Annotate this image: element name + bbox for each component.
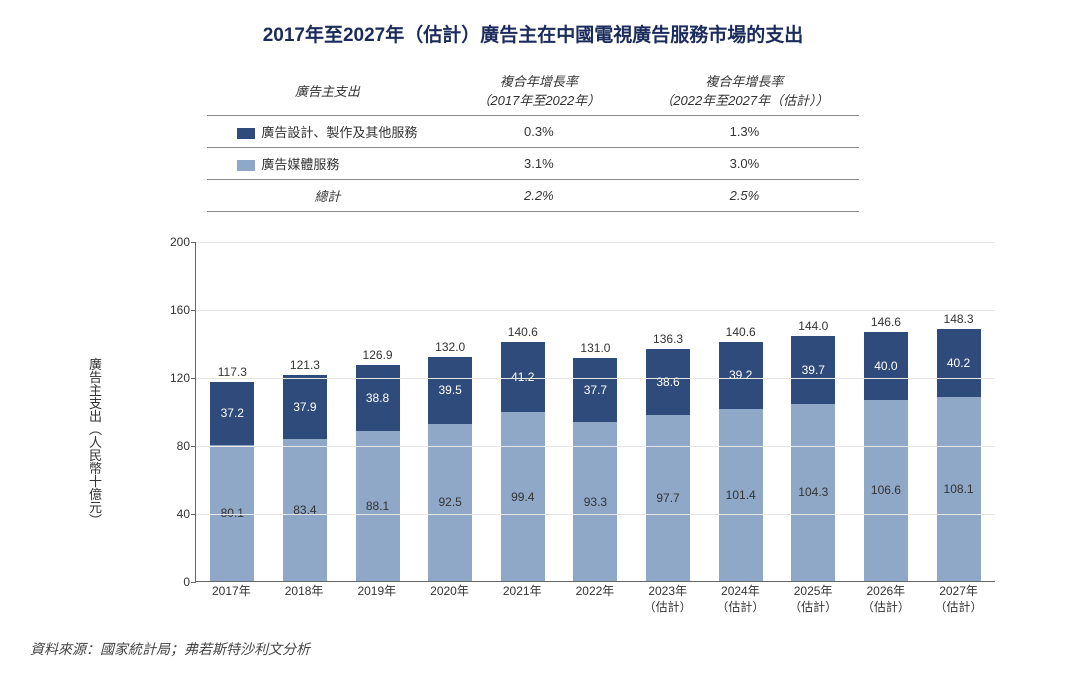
- table-row: 廣告媒體服務3.1%3.0%: [207, 148, 858, 180]
- bar-segment-top: 40.0: [864, 332, 908, 400]
- bar-segment-top: 37.2: [210, 382, 254, 445]
- bar-group: 121.3 37.983.4: [275, 358, 335, 581]
- legend-swatch: [237, 128, 255, 139]
- x-tick-label: 2022年: [565, 584, 625, 615]
- bar-segment-top: 39.5: [428, 357, 472, 424]
- x-tick-label: 2023年（估計）: [638, 584, 698, 615]
- y-tick-mark: [191, 514, 196, 515]
- x-tick-label: 2024年（估計）: [710, 584, 770, 615]
- x-axis-labels: 2017年 2018年 2019年 2020年 2021年 2022年 2023年（估計） 2…: [195, 584, 995, 615]
- x-tick-label: 2021年: [492, 584, 552, 615]
- page-title: 2017年至2027年（估計）廣告主在中國電視廣告服務市場的支出: [30, 20, 1036, 47]
- bar-segment-top: 39.2: [719, 342, 763, 409]
- y-tick-label: 80: [158, 439, 190, 453]
- y-tick-label: 200: [158, 235, 190, 249]
- bar-group: 117.3 37.280.1: [202, 365, 262, 581]
- y-tick-mark: [191, 582, 196, 583]
- bar-segment-top: 37.9: [283, 375, 327, 439]
- bar-total-label: 132.0: [435, 340, 465, 354]
- bar-stack: 39.7104.3: [791, 336, 835, 581]
- bars-container: 117.337.280.1121.337.983.4126.938.888.11…: [196, 242, 995, 581]
- bar-group: 132.0 39.592.5: [420, 340, 480, 581]
- chart: 廣告主支出（人民幣十億元） 117.337.280.1121.337.983.4…: [150, 232, 1030, 652]
- bar-total-label: 140.6: [508, 325, 538, 339]
- bar-group: 140.6 39.2101.4: [711, 325, 771, 581]
- x-tick-label: 2025年（估計）: [783, 584, 843, 615]
- bar-segment-bottom: 104.3: [791, 404, 835, 581]
- data-source: 資料來源：國家統計局；弗若斯特沙利文分析: [30, 639, 310, 659]
- bar-group: 136.3 38.697.7: [638, 332, 698, 581]
- bar-segment-bottom: 83.4: [283, 439, 327, 581]
- legend-table: 廣告主支出 複合年增長率（2017年至2022年） 複合年增長率（2022年至2…: [207, 65, 858, 212]
- bar-total-label: 140.6: [726, 325, 756, 339]
- gridline: [196, 378, 995, 379]
- bar-group: 126.9 38.888.1: [348, 348, 408, 581]
- col-header-cagr1: 複合年增長率（2017年至2022年）: [447, 65, 630, 116]
- bar-stack: 37.793.3: [573, 358, 617, 581]
- bar-segment-top: 38.6: [646, 349, 690, 415]
- y-tick-mark: [191, 242, 196, 243]
- bar-segment-top: 40.2: [937, 329, 981, 397]
- table-row: 廣告設計、製作及其他服務0.3%1.3%: [207, 116, 858, 148]
- bar-total-label: 146.6: [871, 315, 901, 329]
- table-header-row: 廣告主支出 複合年增長率（2017年至2022年） 複合年增長率（2022年至2…: [207, 65, 858, 116]
- y-tick-mark: [191, 378, 196, 379]
- bar-stack: 38.888.1: [356, 365, 400, 581]
- bar-group: 140.641.299.4: [493, 325, 553, 581]
- bar-segment-bottom: 80.1: [210, 445, 254, 581]
- y-axis-label: 廣告主支出（人民幣十億元）: [85, 358, 104, 527]
- bar-total-label: 131.0: [580, 341, 610, 355]
- bar-segment-top: 39.7: [791, 336, 835, 403]
- gridline: [196, 446, 995, 447]
- plot-area: 117.337.280.1121.337.983.4126.938.888.11…: [195, 242, 995, 582]
- bar-segment-bottom: 99.4: [501, 412, 545, 581]
- bar-total-label: 117.3: [218, 365, 247, 379]
- y-tick-label: 120: [158, 371, 190, 385]
- y-tick-label: 40: [158, 507, 190, 521]
- bar-group: 146.6 40.0106.6: [856, 315, 916, 581]
- bar-total-label: 144.0: [798, 319, 828, 333]
- y-tick-label: 160: [158, 303, 190, 317]
- bar-segment-bottom: 97.7: [646, 415, 690, 581]
- table-total-row: 總計2.2%2.5%: [207, 180, 858, 212]
- x-tick-label: 2020年: [420, 584, 480, 615]
- bar-stack: 40.0106.6: [864, 332, 908, 581]
- x-tick-label: 2018年: [274, 584, 334, 615]
- x-tick-label: 2026年（估計）: [856, 584, 916, 615]
- bar-total-label: 136.3: [653, 332, 683, 346]
- gridline: [196, 310, 995, 311]
- bar-stack: 40.2108.1: [937, 329, 981, 581]
- bar-segment-bottom: 92.5: [428, 424, 472, 581]
- bar-total-label: 126.9: [363, 348, 393, 362]
- bar-stack: 37.983.4: [283, 375, 327, 581]
- bar-stack: 37.280.1: [210, 382, 254, 581]
- bar-total-label: 121.3: [290, 358, 320, 372]
- y-tick-mark: [191, 310, 196, 311]
- bar-total-label: 148.3: [944, 312, 974, 326]
- col-header-spend: 廣告主支出: [207, 65, 447, 116]
- legend-table-body: 廣告設計、製作及其他服務0.3%1.3%廣告媒體服務3.1%3.0%總計2.2%…: [207, 116, 858, 212]
- y-tick-label: 0: [158, 575, 190, 589]
- gridline: [196, 514, 995, 515]
- bar-segment-bottom: 88.1: [356, 431, 400, 581]
- bar-segment-top: 37.7: [573, 358, 617, 422]
- bar-segment-bottom: 108.1: [937, 397, 981, 581]
- bar-group: 144.0 39.7104.3: [783, 319, 843, 581]
- bar-segment-bottom: 101.4: [719, 409, 763, 581]
- col-header-cagr2: 複合年增長率（2022年至2027年（估計））: [630, 65, 858, 116]
- bar-stack: 39.592.5: [428, 357, 472, 581]
- bar-segment-bottom: 106.6: [864, 400, 908, 581]
- x-tick-label: 2027年（估計）: [929, 584, 989, 615]
- bar-segment-top: 38.8: [356, 365, 400, 431]
- x-tick-label: 2019年: [347, 584, 407, 615]
- gridline: [196, 242, 995, 243]
- x-tick-label: 2017年: [201, 584, 261, 615]
- y-tick-mark: [191, 446, 196, 447]
- legend-swatch: [237, 160, 255, 171]
- bar-stack: 38.697.7: [646, 349, 690, 581]
